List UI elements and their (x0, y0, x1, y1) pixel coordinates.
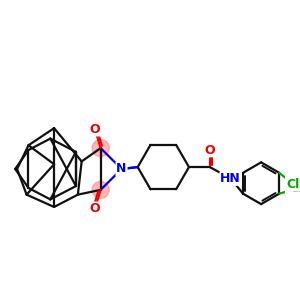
Circle shape (92, 181, 109, 198)
Text: O: O (205, 143, 215, 157)
Text: Cl: Cl (290, 182, 300, 195)
Text: O: O (90, 123, 100, 136)
Text: HN: HN (220, 172, 241, 185)
Text: O: O (90, 202, 100, 215)
Text: N: N (116, 163, 127, 176)
Circle shape (92, 140, 109, 157)
Text: Cl: Cl (287, 178, 300, 191)
